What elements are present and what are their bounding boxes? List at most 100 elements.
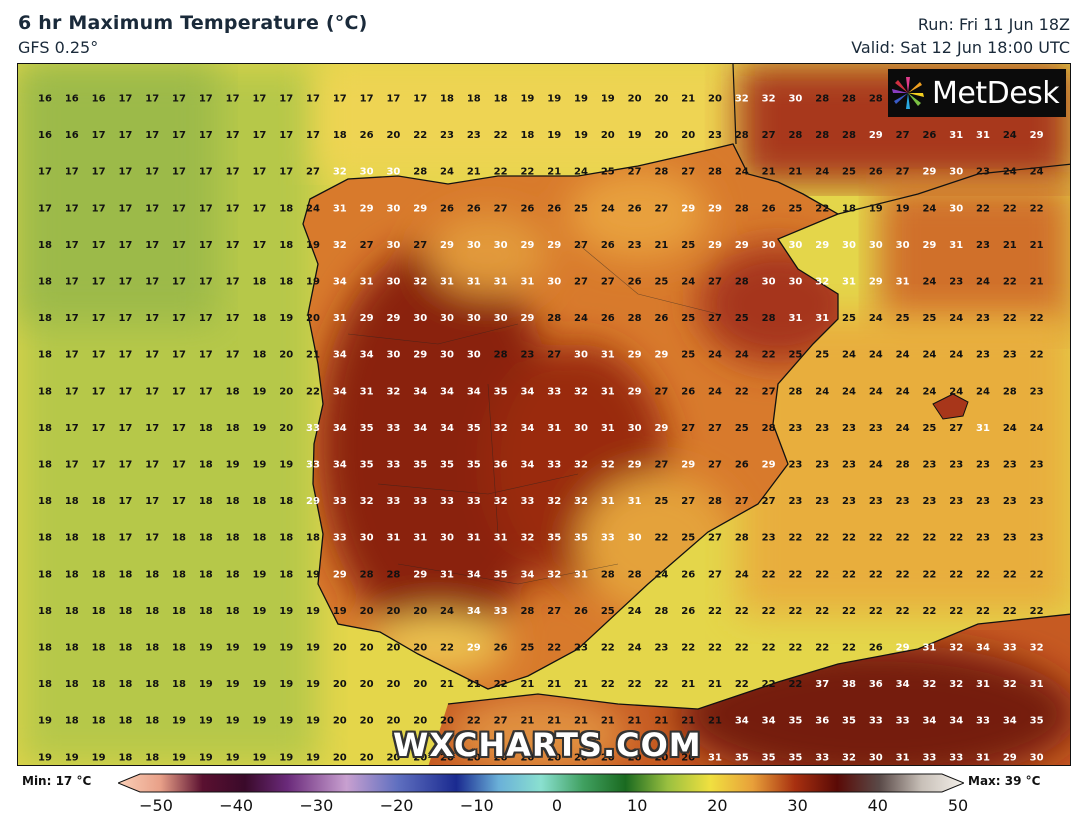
temperature-value: 22: [467, 716, 481, 727]
temperature-value: 28: [708, 167, 722, 178]
temperature-value: 29: [413, 569, 427, 580]
temperature-value: 19: [869, 203, 883, 214]
temperature-value: 34: [520, 423, 534, 434]
temperature-value: 33: [976, 716, 990, 727]
temperature-value: 23: [815, 423, 829, 434]
temperature-value: 24: [654, 569, 668, 580]
temperature-value: 23: [520, 350, 534, 361]
temperature-value: 17: [226, 313, 240, 324]
temperature-value: 18: [145, 643, 159, 654]
temperature-value: 17: [145, 167, 159, 178]
temperature-value: 19: [226, 643, 240, 654]
temperature-value: 23: [842, 496, 856, 507]
temperature-value: 32: [1030, 643, 1044, 654]
temperature-value: 30: [494, 313, 508, 324]
temperature-value: 18: [279, 277, 293, 288]
temperature-value: 24: [869, 460, 883, 471]
temperature-value: 18: [520, 130, 534, 141]
temperature-value: 35: [360, 460, 374, 471]
temperature-value: 27: [681, 167, 695, 178]
temperature-value: 17: [92, 386, 106, 397]
temperature-value: 28: [520, 606, 534, 617]
temperature-value: 31: [601, 386, 615, 397]
temperature-value: 29: [628, 350, 642, 361]
temperature-value: 33: [949, 752, 963, 763]
temperature-value: 20: [306, 313, 320, 324]
colorbar-tick-label: −20: [379, 796, 414, 815]
temperature-value: 22: [735, 679, 749, 690]
temperature-value: 21: [681, 94, 695, 105]
temperature-value: 27: [708, 460, 722, 471]
temperature-value: 18: [38, 386, 52, 397]
colorbar-tick-label: 50: [947, 796, 969, 815]
temperature-value: 17: [360, 94, 374, 105]
temperature-value: 31: [601, 496, 615, 507]
temperature-value: 22: [708, 643, 722, 654]
temperature-value: 24: [574, 313, 588, 324]
temperature-value: 17: [65, 460, 79, 471]
temperature-value: 17: [92, 423, 106, 434]
temperature-value: 16: [92, 94, 106, 105]
temperature-value: 30: [842, 240, 856, 251]
temperature-value: 19: [92, 752, 106, 763]
temperature-value: 31: [976, 679, 990, 690]
temperature-value: 28: [413, 167, 427, 178]
temperature-value: 18: [226, 386, 240, 397]
temperature-value: 28: [360, 569, 374, 580]
temperature-value: 22: [815, 643, 829, 654]
temperature-value: 22: [762, 679, 776, 690]
temperature-value: 18: [118, 569, 132, 580]
temperature-value: 21: [440, 679, 454, 690]
temperature-value: 20: [654, 94, 668, 105]
temperature-value: 22: [735, 606, 749, 617]
temperature-value: 19: [252, 606, 266, 617]
temperature-value: 17: [65, 350, 79, 361]
temperature-value: 17: [252, 167, 266, 178]
min-temperature-label: Min: 17 °C: [22, 774, 92, 788]
temperature-value: 31: [467, 277, 481, 288]
temperature-value: 31: [360, 277, 374, 288]
temperature-value: 17: [145, 350, 159, 361]
temperature-value: 19: [199, 716, 213, 727]
temperature-value: 27: [494, 716, 508, 727]
temperature-value: 19: [172, 716, 186, 727]
temperature-value: 35: [735, 752, 749, 763]
temperature-value: 16: [38, 130, 52, 141]
temperature-value: 17: [199, 386, 213, 397]
temperature-value: 17: [226, 277, 240, 288]
temperature-value: 18: [252, 496, 266, 507]
temperature-value: 29: [413, 203, 427, 214]
temperature-value: 34: [333, 277, 347, 288]
temperature-value: 24: [440, 167, 454, 178]
temperature-value: 22: [842, 643, 856, 654]
internal-borders: [347, 243, 719, 585]
temperature-value: 17: [172, 94, 186, 105]
temperature-value: 36: [815, 716, 829, 727]
temperature-value: 24: [1003, 167, 1017, 178]
temperature-value: 22: [949, 569, 963, 580]
temperature-value: 17: [118, 460, 132, 471]
temperature-value: 24: [306, 203, 320, 214]
temperature-value: 31: [628, 496, 642, 507]
temperature-value: 17: [118, 313, 132, 324]
temperature-value: 24: [735, 350, 749, 361]
temperature-value: 25: [788, 203, 802, 214]
temperature-value: 22: [762, 350, 776, 361]
temperature-value: 23: [976, 167, 990, 178]
temperature-value: 31: [333, 203, 347, 214]
temperature-value: 35: [842, 716, 856, 727]
temperature-value: 21: [520, 716, 534, 727]
temperature-value: 22: [869, 533, 883, 544]
temperature-map[interactable]: 16 16 16 17 17 17 17 17 17 17 17 17 17 17 17 18 18 18 19 19…: [17, 63, 1071, 766]
temperature-value: 17: [172, 496, 186, 507]
colorbar-tick-label: 40: [867, 796, 888, 815]
temperature-value: 33: [922, 752, 936, 763]
hotspot-west: [318, 244, 558, 644]
temperature-value: 18: [252, 313, 266, 324]
temperature-value: 20: [333, 643, 347, 654]
temperature-value: 17: [92, 130, 106, 141]
temperature-value: 18: [38, 460, 52, 471]
temperature-value: 19: [601, 94, 615, 105]
temperature-value: 19: [226, 460, 240, 471]
temperature-value: 34: [467, 386, 481, 397]
